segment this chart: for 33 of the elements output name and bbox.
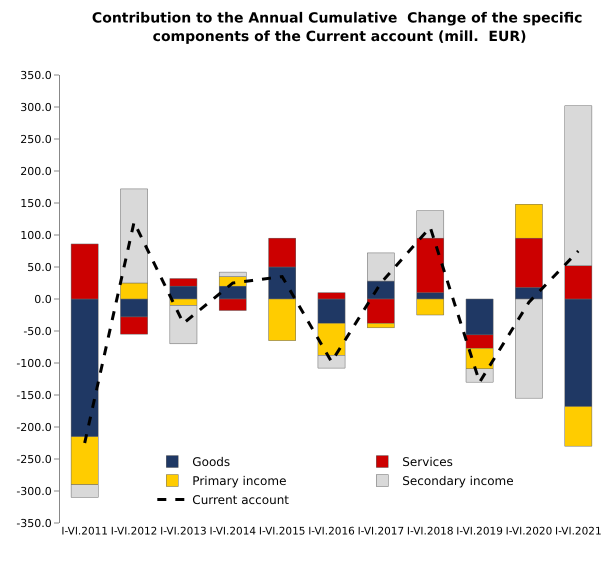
y-tick-label: 150.0 bbox=[20, 196, 52, 210]
x-tick-label: I-VI.2021 bbox=[555, 526, 602, 538]
y-tick-label: 300.0 bbox=[20, 100, 52, 114]
line-series bbox=[83, 220, 580, 444]
legend-label: Services bbox=[402, 455, 453, 470]
y-tick-label: 350.0 bbox=[20, 68, 52, 82]
chart-title: Contribution to the Annual Cumulative Change of the specific components of the Current account (mill. EUR) bbox=[92, 10, 582, 45]
x-tick-label: I-VI.2013 bbox=[160, 526, 207, 538]
y-tick-label: -200.0 bbox=[16, 420, 52, 434]
y-tick-label: -300.0 bbox=[16, 484, 52, 498]
x-tick-label: I-VI.2016 bbox=[308, 526, 356, 538]
y-tick-label: 0.0 bbox=[34, 292, 52, 306]
y-tick-label: -150.0 bbox=[16, 388, 52, 402]
y-tick-label: 200.0 bbox=[20, 164, 52, 178]
x-tick-label: I-VI.2020 bbox=[506, 526, 552, 538]
x-tick-label: I-VI.2014 bbox=[209, 526, 256, 538]
legend-label: Primary income bbox=[192, 474, 286, 488]
y-tick-label: -250.0 bbox=[16, 452, 52, 466]
y-tick-label: -100.0 bbox=[16, 356, 52, 370]
legend-label: Goods bbox=[192, 455, 230, 470]
y-tick-label: -50.0 bbox=[23, 324, 52, 338]
y-tick-label: 50.0 bbox=[27, 260, 52, 274]
x-tick-label: I-VI.2011 bbox=[61, 526, 108, 538]
y-tick-label: 100.0 bbox=[20, 228, 52, 242]
x-tick-label: I-VI.2012 bbox=[110, 526, 158, 538]
x-tick-label: I-VI.2019 bbox=[456, 526, 503, 538]
x-tick-label: I-VI.2017 bbox=[358, 526, 404, 538]
legend-label: Current account bbox=[192, 493, 290, 508]
x-tick-label: I-VI.2018 bbox=[406, 526, 454, 538]
y-tick-label: -350.0 bbox=[16, 516, 52, 530]
legend-label: Secondary income bbox=[402, 474, 514, 488]
x-tick-label: I-VI.2015 bbox=[258, 526, 306, 538]
y-tick-label: 250.0 bbox=[20, 132, 52, 146]
